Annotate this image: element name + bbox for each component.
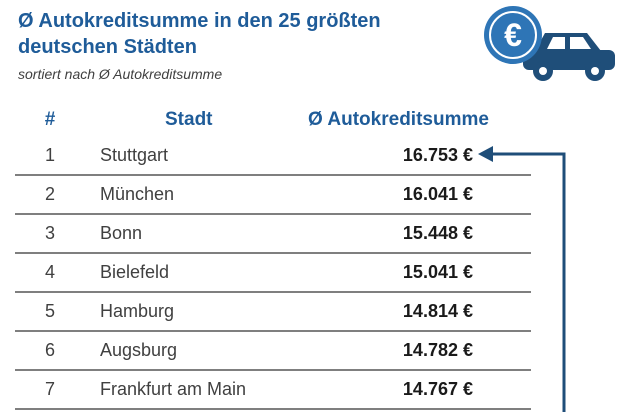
rank-cell: 5 [44,301,55,321]
rank-cell: 7 [44,379,55,399]
city-cell: Bielefeld [100,262,170,282]
value-cell: 15.448 € [402,223,473,243]
city-cell: Frankfurt am Main [100,379,247,399]
table-row: 5 Hamburg 14.814 € [15,293,531,332]
rank-cell: 1 [44,145,55,165]
euro-car-illustration: € [483,5,623,95]
rank-cell: 2 [44,184,55,204]
table-row: 6 Augsburg 14.782 € [15,332,531,371]
table-header-row: # Stadt Ø Autokreditsumme [15,103,531,137]
city-cell: Augsburg [100,340,178,360]
table-row: 7 Frankfurt am Main 14.767 € [15,371,531,410]
city-cell: Stuttgart [100,145,169,165]
value-cell: 16.753 € [402,145,473,165]
table-row: 1 Stuttgart 16.753 € [15,137,531,176]
value-cell: 14.814 € [402,301,473,321]
euro-coin-icon: € [484,6,542,64]
subtitle: sortiert nach Ø Autokreditsumme [18,66,223,82]
city-cell: Hamburg [100,301,175,321]
value-cell: 15.041 € [402,262,473,282]
rank-cell: 3 [44,223,55,243]
value-cell: 14.782 € [402,340,473,360]
value-cell: 16.041 € [402,184,473,204]
table-row: 2 München 16.041 € [15,176,531,215]
car-icon [523,33,615,81]
city-cell: Bonn [100,223,143,243]
highlight-arrow-icon [478,146,566,412]
euro-symbol: € [504,17,522,53]
ranking-table: # Stadt Ø Autokreditsumme 1 Stuttgart 16… [15,103,531,412]
value-cell: 14.767 € [402,379,473,399]
rank-cell: 6 [44,340,55,360]
column-header-value: Ø Autokreditsumme [308,109,489,130]
euro-car-svg: € [484,6,615,81]
table-row: 3 Bonn 15.448 € [15,215,531,254]
rank-cell: 4 [44,262,55,282]
column-header-rank: # [44,109,56,130]
city-cell: München [100,184,175,204]
column-header-city: Stadt [165,109,213,130]
page-title-line1: Ø Autokreditsumme in den 25 größten [18,10,381,32]
page-title: Ø Autokreditsumme in den 25 größten deut… [18,8,381,60]
page-title-line2: deutschen Städten [18,36,197,58]
table-row: 4 Bielefeld 15.041 € [15,254,531,293]
